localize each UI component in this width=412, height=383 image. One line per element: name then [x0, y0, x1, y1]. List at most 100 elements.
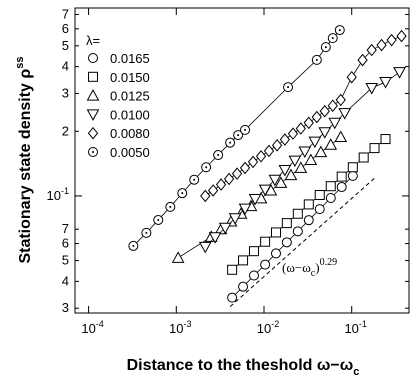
- marker: [238, 281, 249, 292]
- marker: [227, 292, 238, 303]
- marker: [379, 77, 392, 89]
- marker: [88, 147, 98, 157]
- marker: [336, 171, 347, 182]
- x-axis-label-text: Distance to the theshold ω−ω: [127, 357, 354, 374]
- marker: [248, 246, 259, 257]
- marker: [386, 33, 397, 47]
- marker: [248, 193, 262, 206]
- guide-label: (ω−ωc)0.29: [282, 257, 337, 279]
- marker: [238, 255, 249, 266]
- guide-label-sup: 0.29: [320, 257, 338, 268]
- x-tick-label-base: 10: [169, 321, 183, 336]
- marker: [86, 109, 100, 121]
- marker: [208, 232, 222, 244]
- marker: [279, 133, 291, 146]
- marker-dot: [193, 178, 196, 181]
- x-tick-label-base: 10: [344, 321, 358, 336]
- marker: [283, 82, 294, 93]
- marker: [270, 248, 281, 259]
- marker: [198, 241, 212, 254]
- marker: [88, 53, 98, 63]
- marker: [87, 126, 99, 140]
- marker: [258, 184, 272, 197]
- legend-label: 0.0080: [110, 126, 150, 141]
- marker: [260, 259, 271, 270]
- marker: [165, 201, 176, 212]
- x-tick-label-base: 10: [257, 321, 271, 336]
- marker-dot: [217, 154, 220, 157]
- marker: [240, 124, 251, 135]
- marker: [369, 143, 380, 154]
- marker: [248, 270, 259, 281]
- x-tick-label-sup: -4: [96, 319, 104, 329]
- marker-dot: [181, 192, 184, 195]
- y-tick-label: 5: [62, 38, 69, 53]
- marker: [325, 181, 336, 192]
- marker: [298, 146, 312, 159]
- marker: [311, 54, 322, 65]
- plot-frame: [74, 7, 410, 314]
- marker: [294, 161, 308, 173]
- y-tick-label: 2: [62, 123, 69, 138]
- y-tick-label-base: 10: [47, 188, 61, 203]
- y-tick-label: 7: [62, 221, 69, 236]
- marker: [260, 236, 271, 247]
- marker: [325, 192, 336, 203]
- marker: [228, 213, 242, 225]
- y-tick-label: 10-1: [47, 186, 69, 203]
- marker: [231, 167, 243, 180]
- marker: [304, 153, 318, 165]
- marker: [227, 264, 238, 275]
- x-tick-label-sup: -2: [271, 319, 279, 329]
- marker: [288, 155, 302, 168]
- y-tick-label-base: 4: [62, 59, 69, 74]
- legend-label: 0.0150: [110, 70, 150, 85]
- marker: [347, 170, 358, 181]
- y-tick-label-base: 4: [62, 273, 69, 288]
- legend-label: 0.0165: [110, 51, 150, 66]
- marker: [319, 104, 330, 118]
- marker: [213, 150, 224, 161]
- marker: [314, 145, 328, 158]
- marker: [314, 189, 325, 200]
- x-tick-label: 10-3: [169, 319, 191, 336]
- marker-dot: [324, 46, 327, 49]
- marker: [308, 136, 322, 149]
- y-tick-label: 6: [62, 236, 69, 251]
- y-tick-label: 5: [62, 253, 69, 268]
- series-line: [133, 29, 341, 247]
- marker-dot: [169, 205, 172, 208]
- marker: [380, 134, 391, 145]
- marker: [274, 176, 288, 188]
- marker: [263, 144, 275, 158]
- marker: [292, 208, 303, 219]
- marker: [238, 203, 252, 216]
- marker-dot: [157, 218, 160, 221]
- marker-dot: [237, 134, 240, 137]
- marker: [336, 182, 347, 193]
- x-tick-label-sup: -1: [359, 319, 367, 329]
- marker: [327, 99, 338, 113]
- marker-dot: [229, 141, 232, 144]
- marker: [281, 218, 292, 229]
- marker: [324, 138, 338, 150]
- marker-dot: [315, 58, 318, 61]
- marker: [225, 137, 236, 148]
- marker: [141, 227, 152, 238]
- x-axis-label: Distance to the theshold ω−ωc: [127, 357, 360, 378]
- marker: [239, 161, 251, 175]
- legend-title: λ=: [86, 33, 100, 48]
- marker: [284, 168, 298, 181]
- marker: [366, 43, 377, 57]
- marker-dot: [132, 244, 135, 247]
- guide-label-close: ): [315, 260, 319, 275]
- marker: [247, 155, 259, 169]
- x-tick-label-base: 10: [81, 321, 95, 336]
- y-tick-label-base: 7: [62, 6, 69, 21]
- marker-dot: [331, 37, 334, 40]
- marker: [347, 162, 358, 173]
- marker: [393, 67, 406, 79]
- marker: [88, 71, 98, 82]
- marker: [278, 165, 292, 177]
- marker: [270, 227, 281, 238]
